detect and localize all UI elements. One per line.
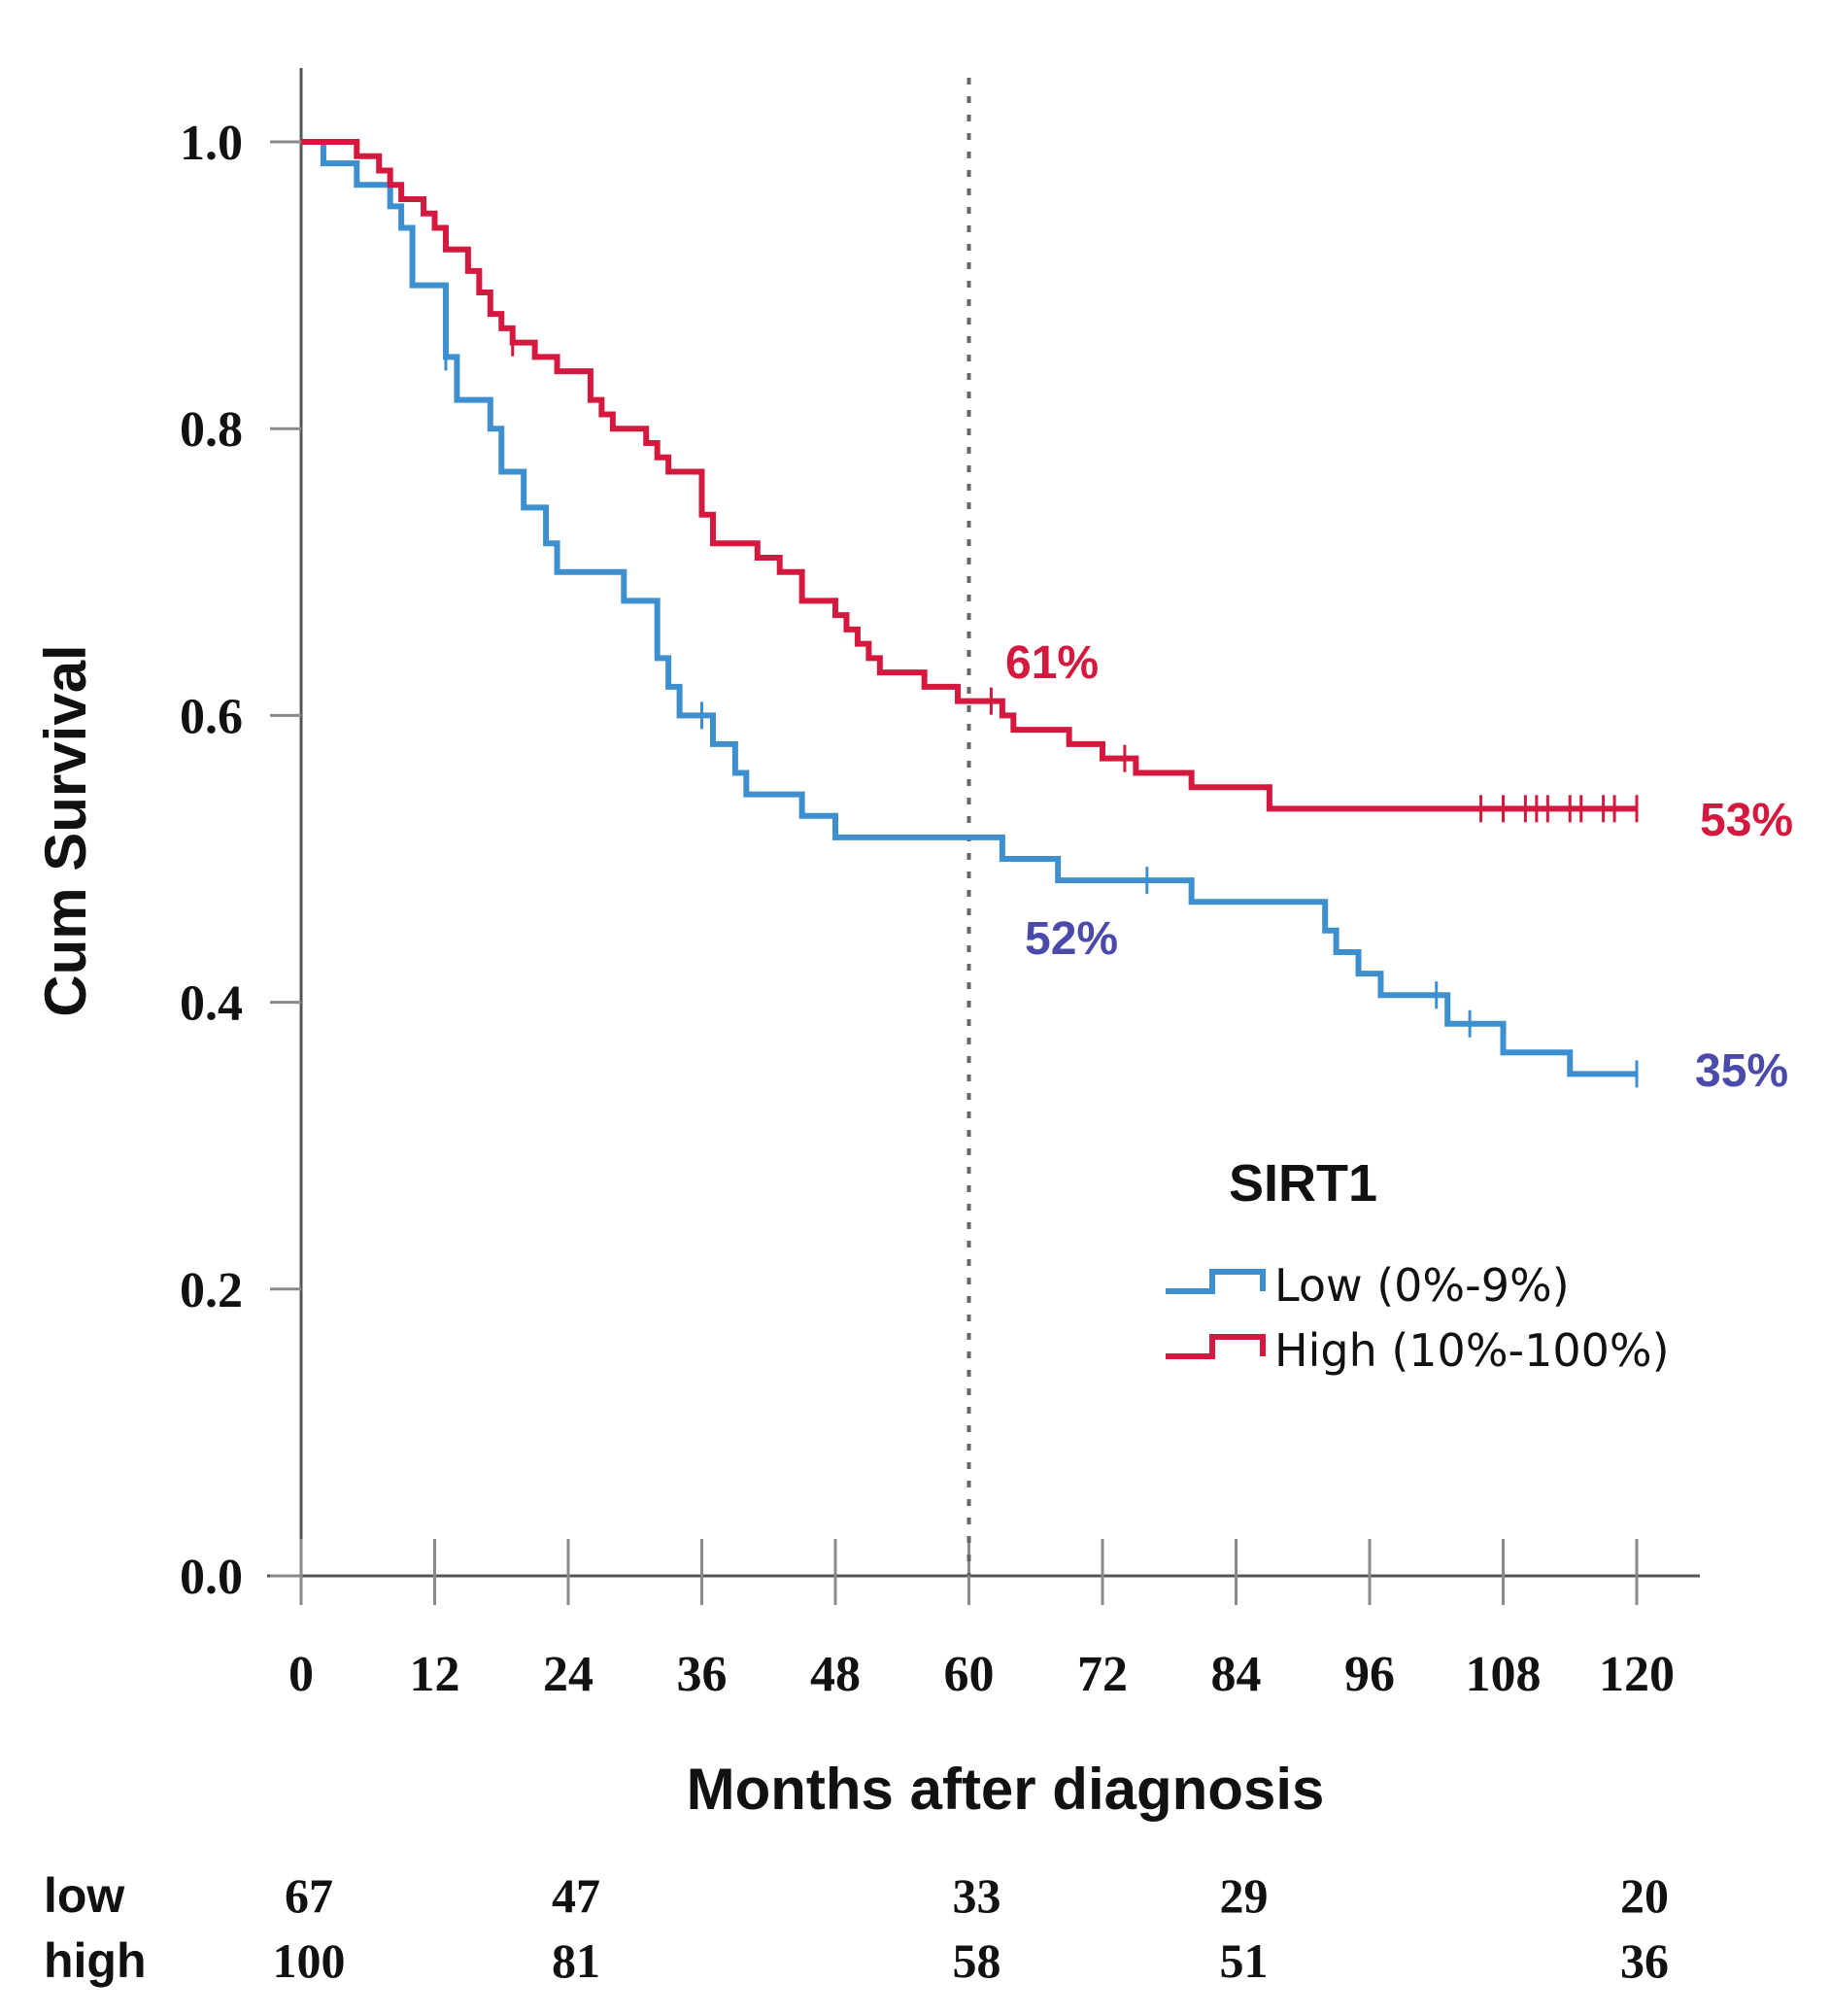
km-curve-high [301, 139, 1637, 812]
x-tick-label: 84 [1211, 1647, 1262, 1702]
x-tick-label: 96 [1344, 1647, 1395, 1702]
risk-count: 47 [552, 1868, 600, 1923]
km-curve-low [301, 139, 1637, 1077]
y-tick-label: 1.0 [180, 116, 243, 171]
annotations-layer: 52% 35% 61% 53% [1005, 637, 1793, 1097]
legend-label: Low (0%-9%) [1274, 1259, 1570, 1312]
x-tick-label: 48 [810, 1647, 861, 1702]
survival-annotation: 53% [1700, 795, 1793, 846]
risk-count: 36 [1620, 1933, 1669, 1988]
x-tick-label: 60 [944, 1647, 995, 1702]
x-tick-label: 120 [1599, 1647, 1675, 1702]
legend-label: High (10%-100%) [1274, 1324, 1670, 1377]
risk-count: 67 [285, 1868, 333, 1923]
x-tick-label: 0 [288, 1647, 314, 1702]
survival-annotation: 35% [1695, 1045, 1788, 1097]
x-tick-label: 24 [543, 1647, 593, 1702]
curves-layer [301, 139, 1639, 1088]
y-tick-label: 0.2 [180, 1263, 243, 1318]
risk-row-label: low [44, 1868, 124, 1923]
y-tick-label: 0.6 [180, 689, 243, 744]
x-axis-title: Months after diagnosis [687, 1757, 1325, 1822]
legend-swatch-high [1166, 1334, 1266, 1359]
x-tick-label: 12 [410, 1647, 460, 1702]
risk-row-label: high [44, 1933, 147, 1988]
x-tick-label: 108 [1466, 1647, 1542, 1702]
survival-annotation: 52% [1025, 913, 1118, 965]
x-tick-label: 36 [677, 1647, 728, 1702]
survival-annotation: 61% [1005, 637, 1099, 689]
legend-swatch-low [1166, 1269, 1266, 1294]
risk-count: 29 [1220, 1868, 1269, 1923]
risk-count: 100 [273, 1933, 346, 1988]
risk-count: 58 [953, 1933, 1001, 1988]
risk-count: 20 [1620, 1868, 1669, 1923]
x-tick-label: 72 [1077, 1647, 1128, 1702]
axes-layer: 0.0 0.2 0.4 0.6 0.8 1.0 0 12 24 36 48 60 72 84 96 108 12… [180, 68, 1700, 1702]
risk-count: 81 [552, 1933, 600, 1988]
risk-count: 33 [953, 1868, 1001, 1923]
risk-table: low 67 47 33 29 20 high 100 81 58 51 36 [44, 1868, 1669, 1988]
y-tick-label: 0.8 [180, 402, 243, 458]
legend: SIRT1 Low (0%-9%) High (10%-100%) [1166, 1154, 1670, 1377]
y-tick-label: 0.0 [180, 1550, 243, 1605]
legend-title: SIRT1 [1229, 1154, 1377, 1213]
y-axis-title: Cum Survival [33, 644, 98, 1016]
risk-count: 51 [1220, 1933, 1269, 1988]
y-tick-label: 0.4 [180, 976, 243, 1032]
